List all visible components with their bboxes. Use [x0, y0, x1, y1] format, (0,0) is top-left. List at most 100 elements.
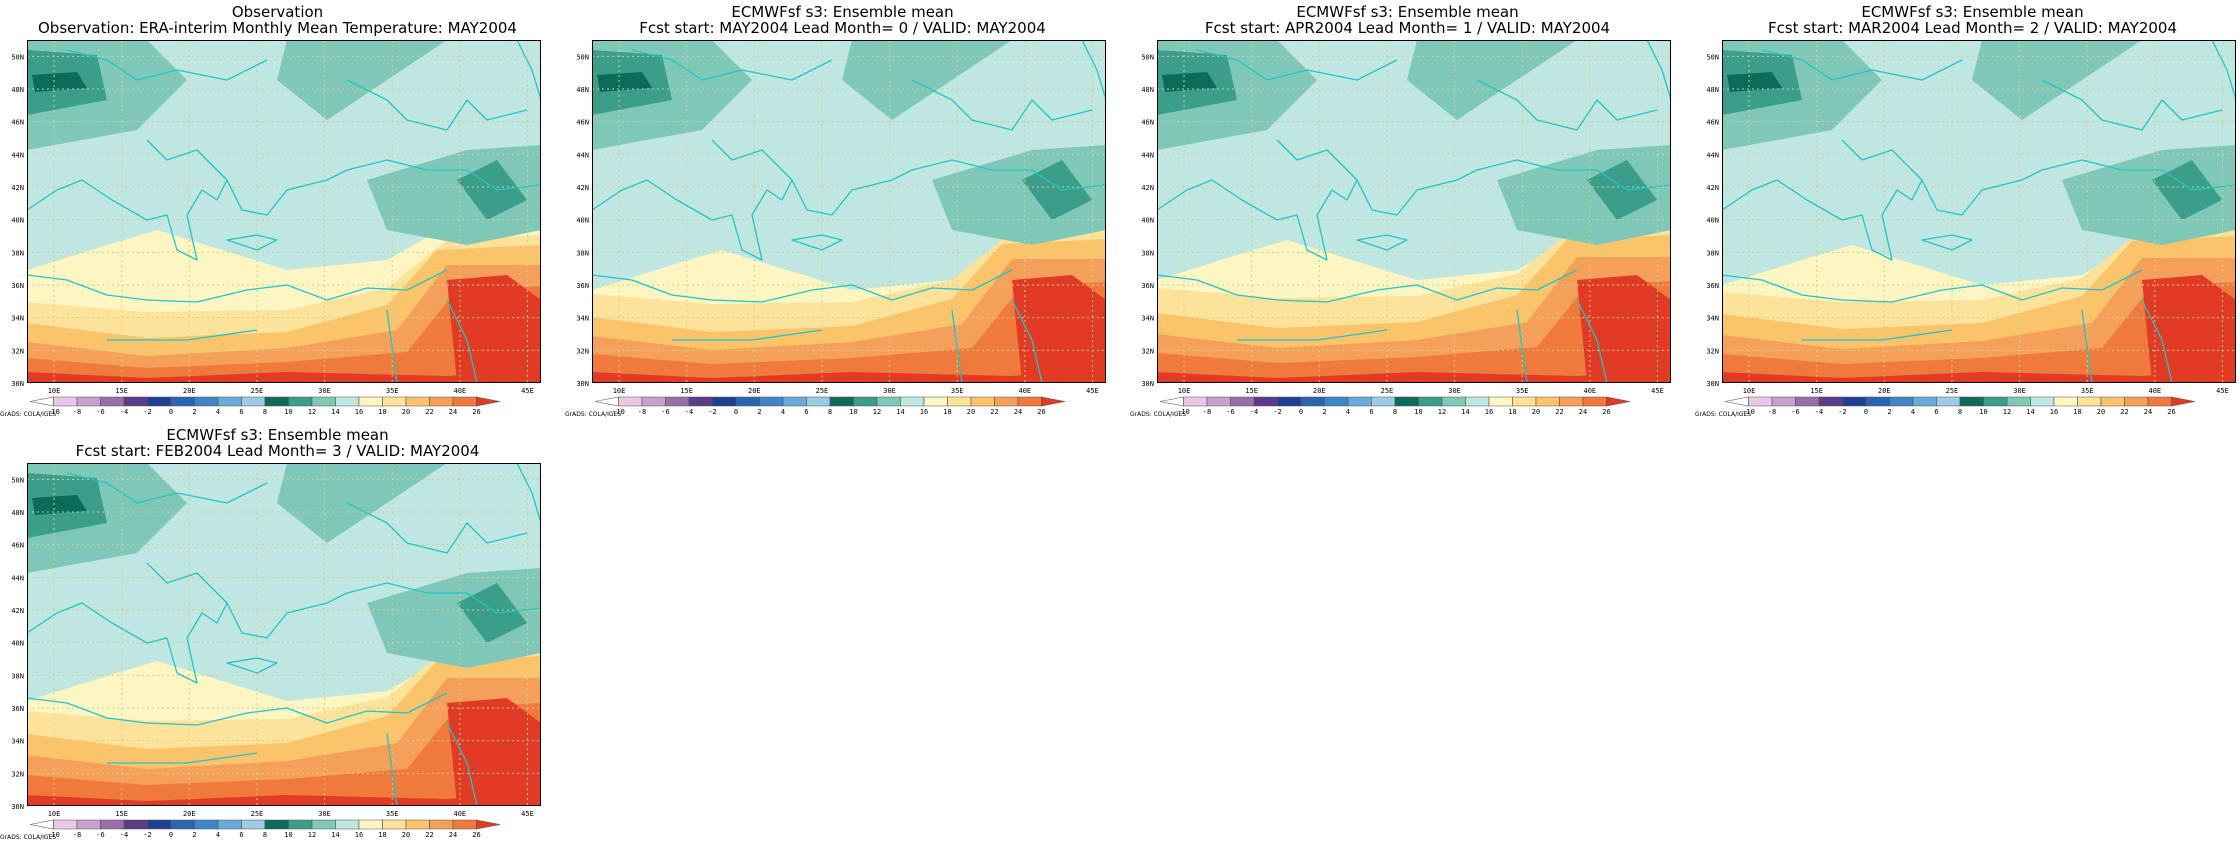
- lon-tick-label: 10E: [48, 810, 61, 818]
- colorbar-caption: GrADS: COLA/IGES: [1695, 411, 1751, 417]
- graticule: [27, 463, 541, 806]
- colorbar-label: -8: [1203, 408, 1211, 416]
- colorbar-swatch: [147, 396, 172, 407]
- colorbar-swatch: [405, 819, 430, 830]
- colorbar-swatch: [900, 396, 925, 407]
- colorbar-swatch: [970, 396, 995, 407]
- cold-anomaly-patch: [1972, 40, 2142, 120]
- lon-tick-label: 25E: [1946, 387, 1959, 395]
- colorbar-label: 24: [449, 831, 457, 839]
- lon-tick-label: 35E: [1516, 387, 1529, 395]
- colorbar-swatch: [147, 819, 172, 830]
- lat-tick-label: 36N: [11, 705, 24, 713]
- colorbar-swatch: [1842, 396, 1867, 407]
- colorbar-label: -6: [1791, 408, 1799, 416]
- lat-tick-label: 32N: [11, 347, 24, 355]
- colorbar-swatch: [1606, 396, 1631, 407]
- colorbar-label: 4: [216, 831, 220, 839]
- colorbar-swatch: [311, 819, 336, 830]
- lon-tick-label: 45E: [1086, 387, 1099, 395]
- lat-tick-label: 32N: [576, 347, 589, 355]
- lat-tick-label: 30N: [11, 380, 24, 388]
- colorbar-label: -8: [73, 831, 81, 839]
- colorbar-swatch: [2147, 396, 2172, 407]
- lat-tick-label: 36N: [11, 282, 24, 290]
- colorbar-swatch: [53, 396, 78, 407]
- colorbar-swatch: [217, 819, 242, 830]
- temperature-band: [1157, 370, 1671, 383]
- colorbar-swatch: [759, 396, 784, 407]
- temperature-band: [27, 703, 541, 806]
- colorbar-swatch: [1865, 396, 1890, 407]
- lat-tick-label: 38N: [1141, 249, 1154, 257]
- lon-tick-label: 35E: [2081, 387, 2094, 395]
- colorbar-label: 26: [1037, 408, 1045, 416]
- lat-tick-label: 50N: [1706, 53, 1719, 61]
- colorbar-label: 20: [967, 408, 975, 416]
- lat-tick-label: 42N: [1141, 184, 1154, 192]
- lon-tick-label: 10E: [1178, 387, 1191, 395]
- lat-tick-label: 30N: [11, 803, 24, 811]
- colorbar-label: 2: [1887, 408, 1891, 416]
- colorbar-label: 22: [2120, 408, 2128, 416]
- colorbar-label: -8: [638, 408, 646, 416]
- colorbar-swatch: [876, 396, 901, 407]
- colorbar-swatch: [688, 396, 713, 407]
- map-panel-lead1: ECMWFsf s3: Ensemble mean Fcst start: APR…: [1130, 0, 1685, 420]
- lon-tick-label: 20E: [1313, 387, 1326, 395]
- colorbar-label: 20: [402, 831, 410, 839]
- colorbar-label: 24: [1014, 408, 1022, 416]
- lat-tick-label: 30N: [1141, 380, 1154, 388]
- lat-tick-label: 38N: [1706, 249, 1719, 257]
- colorbar-swatch: [2171, 396, 2196, 407]
- colorbar-label: -10: [47, 831, 60, 839]
- lat-tick-label: 44N: [1141, 151, 1154, 159]
- colorbar-label: 8: [1958, 408, 1962, 416]
- colorbar-label: 16: [355, 408, 363, 416]
- lat-tick-label: 40N: [576, 217, 589, 225]
- lon-tick-label: 30E: [883, 387, 896, 395]
- lat-tick-label: 50N: [11, 476, 24, 484]
- colorbar-label: 24: [2144, 408, 2152, 416]
- lon-tick-label: 15E: [115, 387, 128, 395]
- colorbar-swatch: [382, 396, 407, 407]
- colorbar-label: 6: [804, 408, 808, 416]
- colorbar-swatch: [335, 396, 360, 407]
- colorbar-label: 18: [378, 831, 386, 839]
- colorbar-swatch: [1230, 396, 1255, 407]
- temperature-band: [1157, 281, 1671, 383]
- map-panel-obs: Observation Observation: ERA-interim Mont…: [0, 0, 555, 420]
- lon-tick-label: 45E: [2216, 387, 2229, 395]
- colorbar-swatch: [1206, 396, 1231, 407]
- colorbar-label: 10: [849, 408, 857, 416]
- lon-tick-label: 15E: [1810, 387, 1823, 395]
- colorbar-swatch: [594, 396, 619, 407]
- colorbar-label: -6: [96, 408, 104, 416]
- coastlines: [1722, 40, 2236, 383]
- cold-anomaly-patch: [597, 72, 652, 92]
- lon-tick-label: 30E: [318, 810, 331, 818]
- lat-tick-label: 40N: [1141, 217, 1154, 225]
- colorbar-swatch: [2100, 396, 2125, 407]
- colorbar-swatch: [1488, 396, 1513, 407]
- colorbar-swatch: [53, 819, 78, 830]
- colorbar-label: -10: [1742, 408, 1755, 416]
- lon-tick-label: 30E: [318, 387, 331, 395]
- lat-tick-label: 50N: [1141, 53, 1154, 61]
- map-frame: [592, 40, 1106, 383]
- colorbar-label: 18: [378, 408, 386, 416]
- lat-tick-label: 50N: [11, 53, 24, 61]
- lat-tick-label: 44N: [11, 151, 24, 159]
- panel-subtitle: Fcst start: MAY2004 Lead Month= 0 / VALI…: [639, 19, 1046, 37]
- temperature-band: [1722, 370, 2236, 383]
- cold-anomaly-patch: [1162, 72, 1217, 92]
- lat-tick-label: 48N: [11, 509, 24, 517]
- lat-tick-label: 32N: [11, 770, 24, 778]
- colorbar-swatch: [806, 396, 831, 407]
- colorbar-swatch: [1818, 396, 1843, 407]
- colorbar-swatch: [100, 396, 125, 407]
- colorbar-label: -2: [708, 408, 716, 416]
- colorbar-swatch: [1959, 396, 1984, 407]
- lon-tick-label: 25E: [251, 387, 264, 395]
- colorbar-label: 14: [896, 408, 904, 416]
